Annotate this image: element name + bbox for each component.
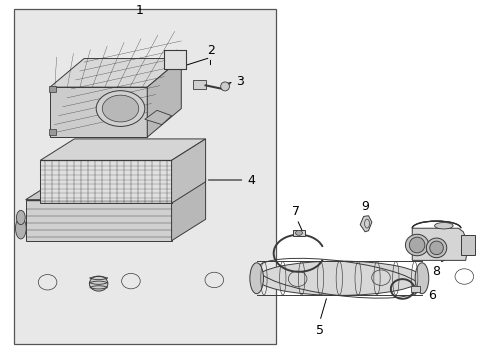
Text: 2: 2 [207,44,215,57]
Polygon shape [40,160,171,203]
Bar [164,50,186,69]
Ellipse shape [96,91,144,126]
Ellipse shape [89,276,108,291]
Bar [193,80,205,89]
Ellipse shape [249,263,263,294]
Ellipse shape [414,263,428,294]
Polygon shape [50,87,147,137]
Ellipse shape [102,95,139,122]
Polygon shape [26,178,205,200]
Bar [14,9,276,344]
Bar [460,235,474,255]
Polygon shape [147,59,181,137]
Ellipse shape [256,261,421,296]
Text: 7: 7 [291,204,299,217]
Text: 9: 9 [361,200,368,213]
Ellipse shape [408,237,424,253]
Polygon shape [360,216,371,232]
Ellipse shape [405,234,428,256]
Ellipse shape [17,210,25,225]
Polygon shape [171,178,205,241]
Polygon shape [50,59,181,87]
Ellipse shape [429,241,443,255]
Text: 5: 5 [315,324,323,337]
Ellipse shape [220,82,229,91]
Bar [410,286,419,292]
Ellipse shape [426,238,446,258]
Polygon shape [40,139,205,160]
Polygon shape [144,111,171,125]
Polygon shape [171,139,205,203]
Text: 4: 4 [246,174,254,186]
Text: 8: 8 [432,265,440,278]
Text: 6: 6 [427,288,435,302]
Circle shape [295,230,302,235]
Text: 3: 3 [235,75,243,88]
Ellipse shape [16,217,26,239]
Ellipse shape [434,222,452,229]
Polygon shape [411,228,467,260]
Bar [48,86,56,92]
Text: 1: 1 [136,4,143,17]
Bar [48,129,56,135]
Polygon shape [26,200,171,241]
Bar [292,230,304,237]
